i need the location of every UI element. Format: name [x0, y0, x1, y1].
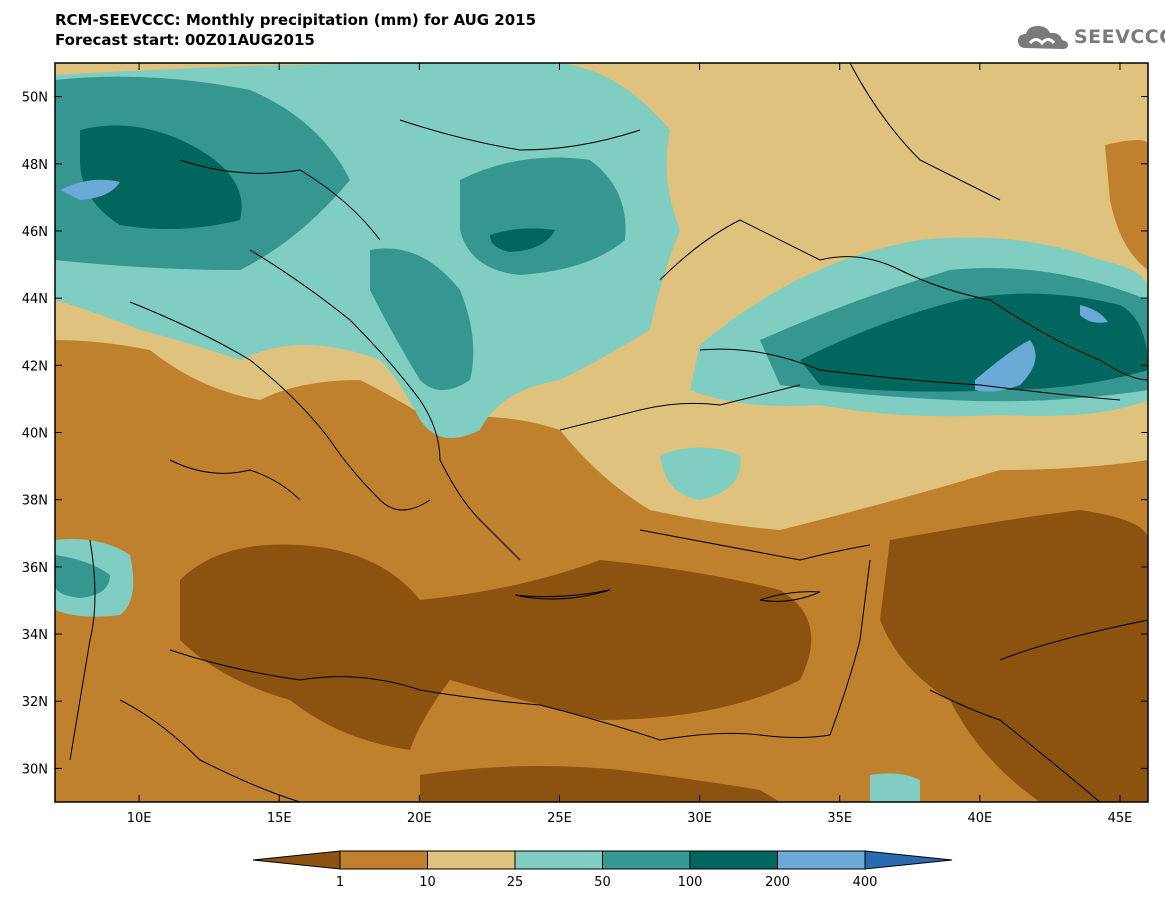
cloud-icon [1018, 26, 1068, 49]
precipitation-field [55, 63, 1148, 802]
colorbar-label: 25 [507, 875, 524, 890]
lon-tick-label: 30E [687, 811, 712, 826]
title-line-1: RCM-SEEVCCC: Monthly precipitation (mm) … [55, 11, 537, 29]
lat-tick-label: 36N [22, 561, 48, 576]
seevccc-logo: SEEVCCC [1016, 22, 1165, 52]
colorbar-label: 400 [853, 875, 878, 890]
lat-tick-label: 46N [22, 225, 48, 240]
lat-tick-label: 48N [22, 158, 48, 173]
title-line-2: Forecast start: 00Z01AUG2015 [55, 31, 315, 49]
logo-text: SEEVCCC [1074, 26, 1165, 48]
longitude-axis: 10E 15E 20E 25E 30E 35E 40E 45E [127, 63, 1133, 826]
map-title: RCM-SEEVCCC: Monthly precipitation (mm) … [55, 10, 536, 50]
colorbar-segment [427, 850, 516, 870]
colorbar-high-arrow [864, 850, 953, 870]
colorbar-low-arrow [252, 850, 341, 870]
colorbar-label: 10 [419, 875, 436, 890]
lon-tick-label: 15E [267, 811, 292, 826]
colorbar-label: 100 [678, 875, 703, 890]
colorbar-segment [689, 850, 778, 870]
lat-tick-label: 30N [22, 762, 48, 777]
lon-tick-label: 45E [1108, 811, 1133, 826]
lat-tick-label: 34N [22, 628, 48, 643]
lat-tick-label: 42N [22, 359, 48, 374]
latitude-axis: 30N 32N 34N 36N 38N 40N 42N 44N 46N 48N 50N [22, 91, 1148, 777]
colorbar-segment [514, 850, 603, 870]
lon-tick-label: 40E [967, 811, 992, 826]
lon-tick-label: 35E [827, 811, 852, 826]
lat-tick-label: 32N [22, 695, 48, 710]
lon-tick-label: 10E [127, 811, 152, 826]
colorbar-label: 200 [765, 875, 790, 890]
colorbar-label: 50 [594, 875, 611, 890]
lat-tick-label: 44N [22, 292, 48, 307]
lat-tick-label: 50N [22, 91, 48, 106]
lon-tick-label: 25E [547, 811, 572, 826]
colorbar-label: 1 [336, 875, 344, 890]
lat-tick-label: 38N [22, 494, 48, 509]
colorbar-segment [339, 850, 428, 870]
lon-tick-label: 20E [407, 811, 432, 826]
colorbar-segment [602, 850, 691, 870]
coastlines [69, 63, 1148, 802]
colorbar: 1 10 25 50 100 200 400 [252, 850, 953, 890]
colorbar-segment [777, 850, 866, 870]
lat-tick-label: 40N [22, 427, 48, 442]
